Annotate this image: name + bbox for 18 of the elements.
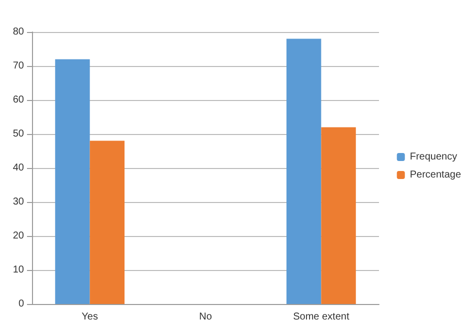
y-tick-label: 30 — [12, 196, 24, 208]
y-tick-label: 60 — [12, 94, 24, 106]
y-tick-label: 80 — [12, 26, 24, 38]
bar — [321, 127, 356, 304]
legend-label: Frequency — [410, 152, 458, 162]
y-tick-label: 10 — [12, 264, 24, 276]
y-tick-label: 20 — [12, 230, 24, 242]
y-tick-label: 50 — [12, 128, 24, 140]
x-tick-label: Yes — [82, 312, 98, 322]
x-tick-label: Some extent — [293, 312, 350, 322]
y-tick-label: 70 — [12, 60, 24, 72]
bar — [90, 140, 125, 304]
y-tick-label: 0 — [18, 298, 24, 310]
bar — [55, 59, 90, 304]
y-tick-label: 40 — [12, 162, 24, 174]
legend-label: Percentage — [410, 170, 462, 180]
bar — [286, 38, 322, 304]
x-tick-label: No — [199, 312, 212, 322]
